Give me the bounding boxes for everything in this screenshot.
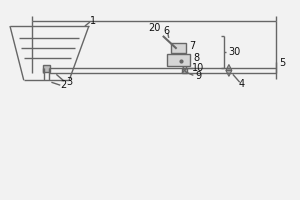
- Bar: [167, 54, 190, 66]
- Text: 30: 30: [229, 47, 241, 57]
- Text: 4: 4: [238, 79, 245, 89]
- Text: 8: 8: [193, 53, 200, 63]
- Bar: [182, 68, 187, 73]
- Bar: [171, 43, 187, 53]
- Text: 1: 1: [90, 16, 96, 26]
- Text: 3: 3: [66, 77, 72, 87]
- Text: 20: 20: [148, 23, 160, 33]
- Text: 5: 5: [279, 58, 285, 68]
- Text: 2: 2: [60, 80, 66, 90]
- Bar: [174, 48, 181, 53]
- Text: 10: 10: [192, 63, 204, 73]
- Polygon shape: [226, 64, 232, 70]
- Text: 7: 7: [189, 41, 196, 51]
- Text: 9: 9: [195, 71, 201, 81]
- Polygon shape: [226, 70, 232, 76]
- Bar: [43, 65, 50, 72]
- Text: 6: 6: [164, 26, 170, 36]
